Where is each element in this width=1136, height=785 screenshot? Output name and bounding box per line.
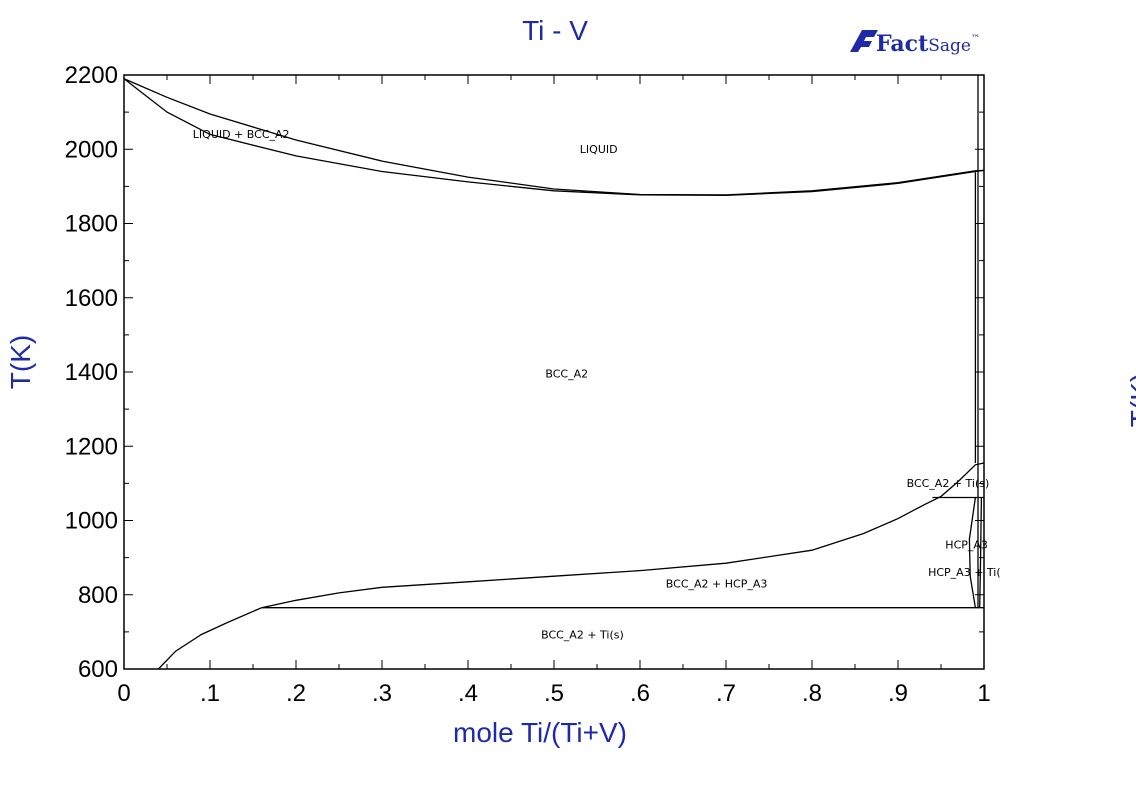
y-tick-label: 800 [78, 582, 118, 609]
right-y-axis-title-fragment: T(K) [1125, 373, 1136, 427]
svg-text:FactSage™: FactSage™ [876, 31, 980, 57]
region-label: HCP_A3 + Ti( [928, 566, 1001, 579]
logo-mark: ™ [971, 34, 980, 44]
factsage-logo: FactSage™ [850, 30, 980, 57]
logo-bold-text: Fact [876, 31, 929, 57]
x-tick-label: .2 [286, 680, 306, 707]
y-tick-label: 600 [78, 656, 118, 683]
axis-ticks [123, 74, 985, 670]
y-tick-label: 2200 [65, 62, 118, 89]
region-label: LIQUID [580, 143, 618, 156]
x-tick-label: .7 [716, 680, 736, 707]
x-tick-label: .6 [630, 680, 650, 707]
x-tick-label: .4 [458, 680, 478, 707]
phase-boundary-9 [979, 497, 983, 608]
region-label: BCC_A2 + Ti(s) [907, 477, 990, 490]
phase-boundaries [123, 75, 985, 670]
y-tick-label: 2000 [65, 136, 118, 163]
phase-boundary-2 [123, 78, 985, 196]
region-label: BCC_A2 [545, 368, 588, 381]
phase-boundary-8 [968, 497, 977, 608]
y-tick-label: 1600 [65, 285, 118, 312]
phase-boundary-1 [123, 78, 985, 196]
x-axis-title: mole Ti/(Ti+V) [453, 717, 627, 748]
logo-f-icon [850, 30, 878, 52]
x-tick-label: .5 [544, 680, 564, 707]
region-label: BCC_A2 + HCP_A3 [666, 577, 768, 590]
y-tick-label: 1200 [65, 433, 118, 460]
region-label: HCP_A3 [945, 538, 988, 551]
x-tick-label: 1 [977, 680, 990, 707]
x-tick-label: .8 [802, 680, 822, 707]
y-tick-label: 1400 [65, 359, 118, 386]
y-tick-label: 1000 [65, 508, 118, 535]
region-label: BCC_A2 + Ti(s) [541, 629, 624, 642]
x-tick-label: 0 [117, 680, 130, 707]
x-tick-label: .1 [200, 680, 220, 707]
region-label: LIQUID + BCC_A2 [193, 128, 290, 141]
logo-light-text: Sage [928, 36, 971, 56]
chart-title: Ti - V [522, 15, 588, 46]
tick-labels: 0.1.2.3.4.5.6.7.8.9 160080010001200140016… [65, 62, 991, 707]
region-labels: LIQUID + BCC_A2 LIQUID BCC_A2 BCC_A2 + Ti(s… [193, 128, 1001, 641]
y-tick-label: 1800 [65, 211, 118, 238]
y-axis-title: T(K) [5, 335, 36, 389]
x-tick-label: .3 [372, 680, 392, 707]
x-tick-label: .9 [888, 680, 908, 707]
